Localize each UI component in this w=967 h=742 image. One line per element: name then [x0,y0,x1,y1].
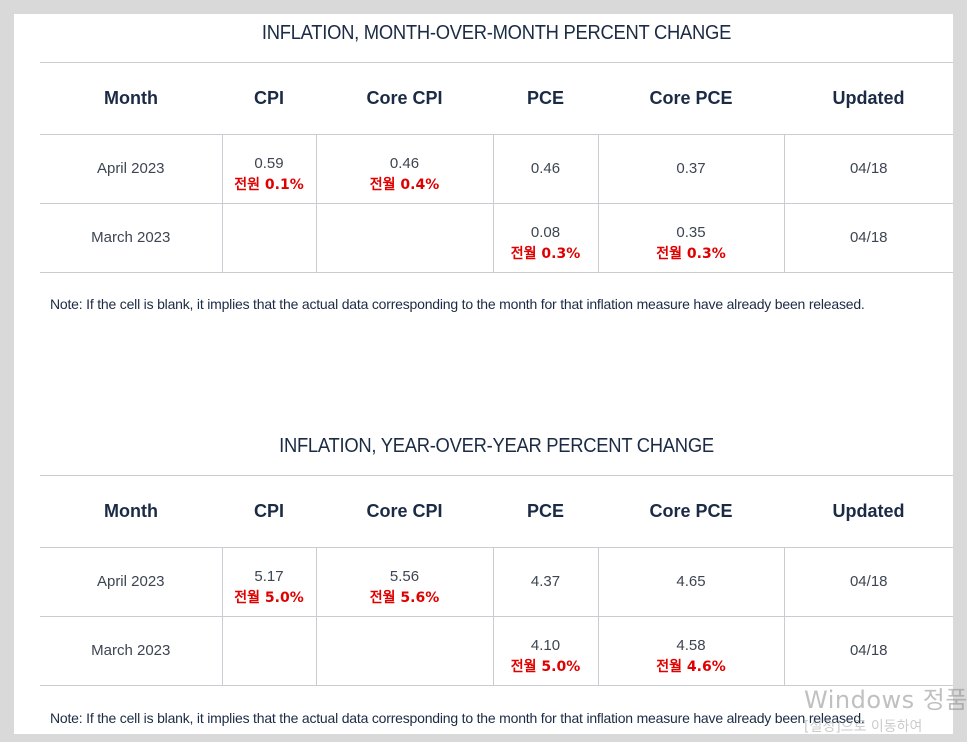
cell-core-pce: 4.65 [598,547,785,617]
header-core-pce: Core PCE [598,475,784,548]
cell-month: March 2023 [40,203,223,273]
cell-core-cpi [316,616,494,686]
cell-core-cpi: 0.46 전월 0.4% [316,134,494,204]
annotation-red: 전월 4.6% [656,659,726,675]
table-footnote: Note: If the cell is blank, it implies t… [50,296,865,312]
cell-cpi: 5.17 전월 5.0% [222,547,317,617]
cell-pce: 4.10 전월 5.0% [493,616,599,686]
cell-core-pce: 0.37 [598,134,785,204]
page: INFLATION, MONTH-OVER-MONTH PERCENT CHAN… [14,14,953,734]
header-pce: PCE [493,475,598,548]
yoy-table-title: INFLATION, YEAR-OVER-YEAR PERCENT CHANGE [279,435,714,457]
cell-pce: 0.46 [493,134,599,204]
header-updated: Updated [784,475,953,548]
cell-core-pce: 4.58 전월 4.6% [598,616,785,686]
header-core-cpi: Core CPI [316,62,493,135]
mom-section: INFLATION, MONTH-OVER-MONTH PERCENT CHAN… [40,14,953,312]
cell-month: April 2023 [40,547,223,617]
annotation-red: 전월 5.0% [510,659,581,675]
table-row: April 2023 0.59 전원 0.1% 0.46 전월 0.4% 0.4… [40,134,953,204]
table-row: March 2023 0.08 전월 0.3% 0.35 전월 0.3% 04/… [40,203,953,273]
annotation-red: 전월 0.3% [656,246,726,262]
table-header-row: Month CPI Core CPI PCE Core PCE Updated [40,62,953,135]
windows-activation-watermark: Windows 정품 [804,686,967,714]
header-cpi: CPI [222,475,316,548]
mom-table: Month CPI Core CPI PCE Core PCE Updated … [40,62,953,273]
cell-cpi [222,616,317,686]
windows-activation-watermark-sub: [설정]으로 이동하여 [804,719,923,735]
annotation-red: 전월 5.6% [369,590,440,606]
header-cpi: CPI [222,62,316,135]
header-core-pce: Core PCE [598,62,784,135]
cell-cpi [222,203,317,273]
header-month: Month [40,475,222,548]
yoy-table: Month CPI Core CPI PCE Core PCE Updated … [40,475,953,686]
cell-updated: 04/18 [784,547,953,617]
header-month: Month [40,62,222,135]
annotation-red: 전월 0.3% [510,246,581,262]
cell-core-cpi [316,203,494,273]
cell-updated: 04/18 [784,134,953,204]
table-row: March 2023 4.10 전월 5.0% 4.58 전월 4.6% 04/… [40,616,953,686]
annotation-red: 전월 0.4% [369,177,440,193]
annotation-red: 전월 5.0% [234,590,304,606]
cell-month: March 2023 [40,616,223,686]
cell-core-pce: 0.35 전월 0.3% [598,203,785,273]
cell-month: April 2023 [40,134,223,204]
annotation-red: 전원 0.1% [234,177,304,193]
cell-pce: 0.08 전월 0.3% [493,203,599,273]
table-header-row: Month CPI Core CPI PCE Core PCE Updated [40,475,953,548]
table-row: April 2023 5.17 전월 5.0% 5.56 전월 5.6% 4.3… [40,547,953,617]
cell-pce: 4.37 [493,547,599,617]
cell-updated: 04/18 [784,616,953,686]
cell-cpi: 0.59 전원 0.1% [222,134,317,204]
cell-core-cpi: 5.56 전월 5.6% [316,547,494,617]
yoy-section: INFLATION, YEAR-OVER-YEAR PERCENT CHANGE… [40,427,953,726]
cell-updated: 04/18 [784,203,953,273]
mom-table-title: INFLATION, MONTH-OVER-MONTH PERCENT CHAN… [261,22,732,44]
header-core-cpi: Core CPI [316,475,493,548]
header-pce: PCE [493,62,598,135]
table-footnote: Note: If the cell is blank, it implies t… [50,710,865,726]
header-updated: Updated [784,62,953,135]
